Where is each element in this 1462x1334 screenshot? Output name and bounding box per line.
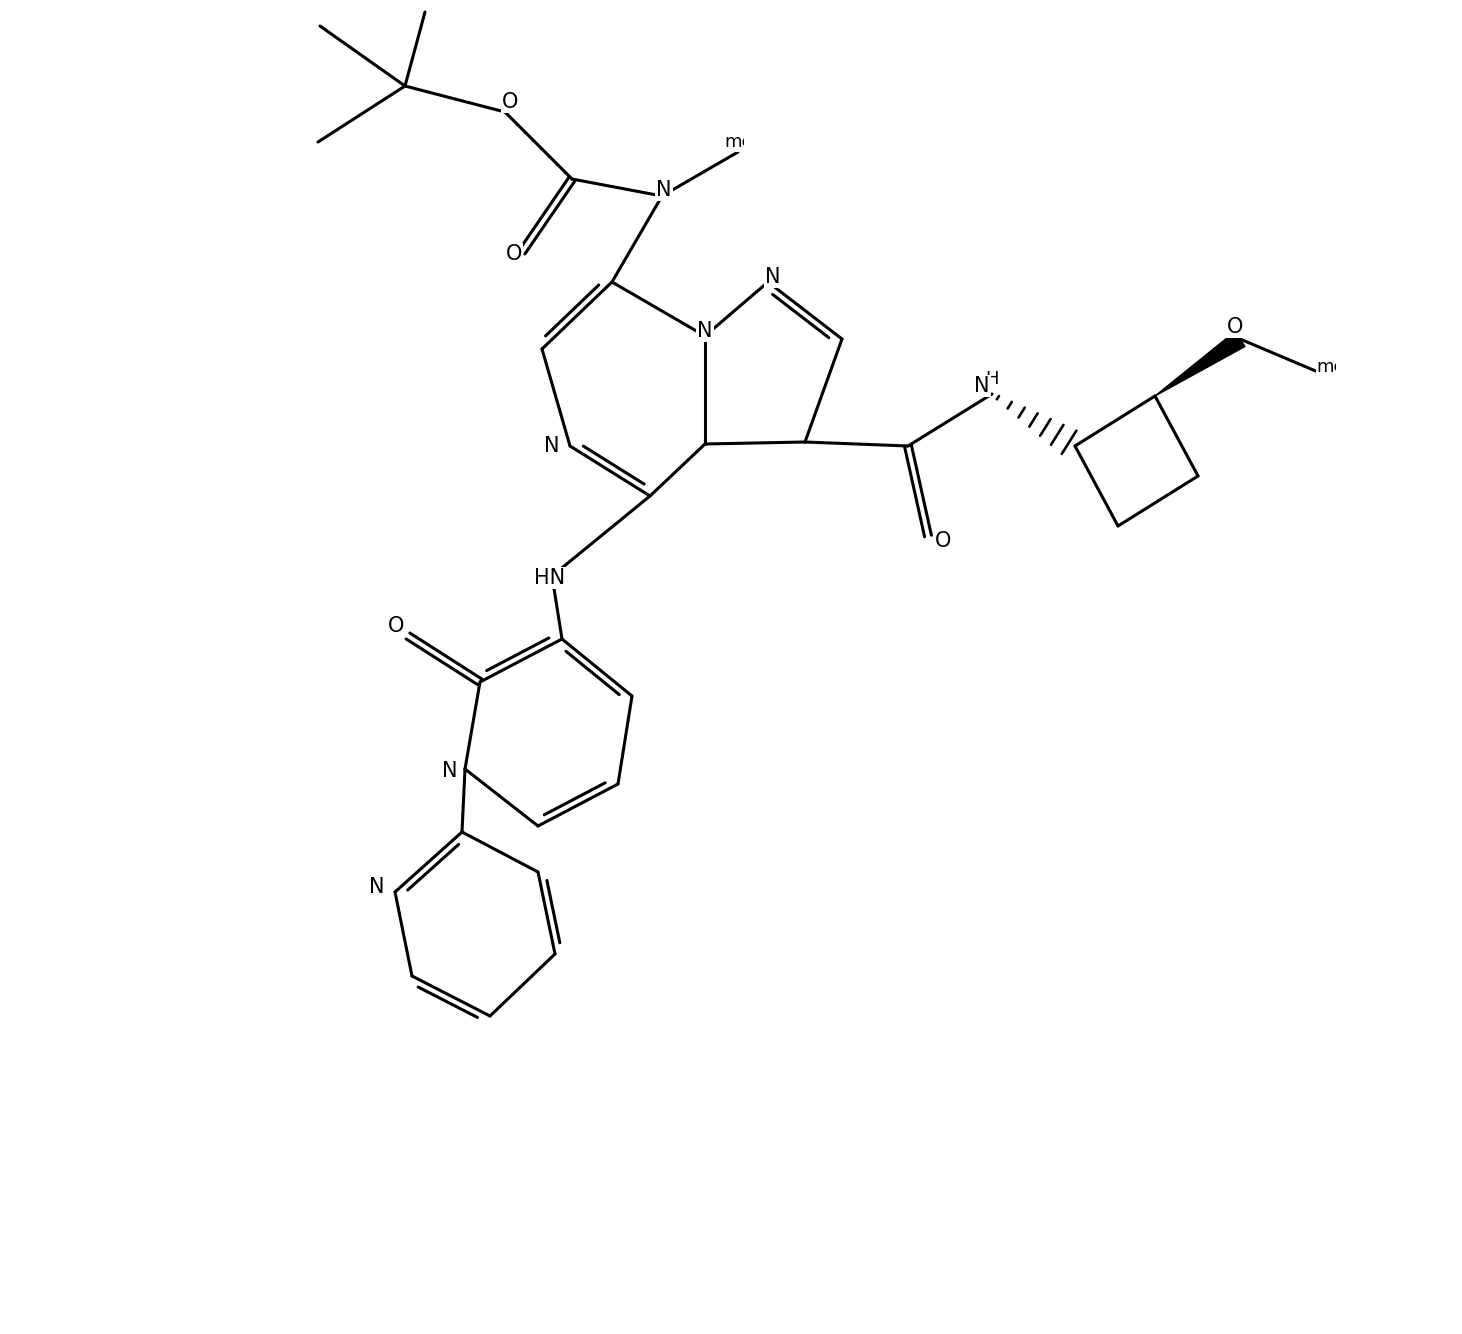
Text: O: O: [387, 616, 404, 636]
Text: N: N: [656, 180, 671, 200]
Text: methyl: methyl: [1317, 358, 1379, 376]
Text: N: N: [697, 321, 713, 342]
Text: O: O: [501, 92, 518, 112]
Text: H: H: [985, 370, 999, 388]
Text: N: N: [544, 436, 560, 456]
Text: N: N: [442, 760, 458, 780]
Text: N: N: [370, 876, 385, 896]
Text: O: O: [934, 531, 952, 551]
Text: N: N: [765, 267, 781, 287]
Text: methyl: methyl: [725, 133, 788, 151]
Text: HN: HN: [535, 568, 566, 588]
Text: N: N: [974, 376, 990, 396]
Text: N: N: [697, 321, 713, 342]
Text: O: O: [506, 244, 522, 264]
Text: O: O: [1227, 317, 1243, 338]
Polygon shape: [1155, 332, 1246, 396]
